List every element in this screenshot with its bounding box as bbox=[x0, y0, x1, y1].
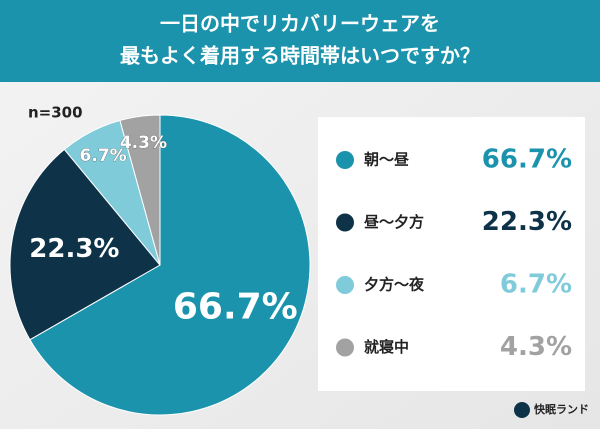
brand-icon bbox=[514, 402, 530, 418]
slice-label: 4.3% bbox=[120, 133, 167, 153]
chart-title: 一日の中でリカバリーウェアを bbox=[160, 12, 440, 36]
pie-slice bbox=[29, 114, 311, 416]
pie-slice bbox=[119, 114, 161, 266]
legend-value: 6.7% bbox=[500, 270, 572, 300]
slice-label: 66.7% bbox=[173, 287, 298, 328]
legend-value: 22.3% bbox=[482, 207, 572, 237]
pie: 66.7% 22.3% 6.7%4.3% bbox=[9, 114, 311, 416]
sample-note: n=300 bbox=[28, 104, 83, 122]
legend-label: 就寝中 bbox=[364, 338, 409, 356]
legend: 朝〜昼 66.7% 昼〜夕方 22.3% 夕方〜夜 6.7% 就寝中 4.3% bbox=[336, 145, 572, 362]
legend-value: 66.7% bbox=[482, 145, 572, 175]
legend-swatch bbox=[336, 213, 354, 232]
legend-label: 夕方〜夜 bbox=[364, 276, 425, 294]
legend-swatch bbox=[336, 276, 354, 294]
legend-value: 4.3% bbox=[500, 332, 572, 362]
legend-label: 朝〜昼 bbox=[364, 151, 409, 169]
slice-label: 22.3% bbox=[29, 234, 119, 264]
legend-label: 昼〜夕方 bbox=[364, 213, 424, 231]
slice-label: 6.7% bbox=[80, 146, 127, 166]
legend-box bbox=[318, 117, 585, 391]
brand: 快眠ランド bbox=[533, 402, 589, 416]
chart-title: 最もよく着用する時間帯はいつですか？ bbox=[120, 44, 480, 68]
header bbox=[0, 0, 600, 82]
legend-swatch bbox=[336, 151, 354, 169]
pie-slice bbox=[9, 148, 161, 341]
legend-swatch bbox=[336, 338, 354, 357]
